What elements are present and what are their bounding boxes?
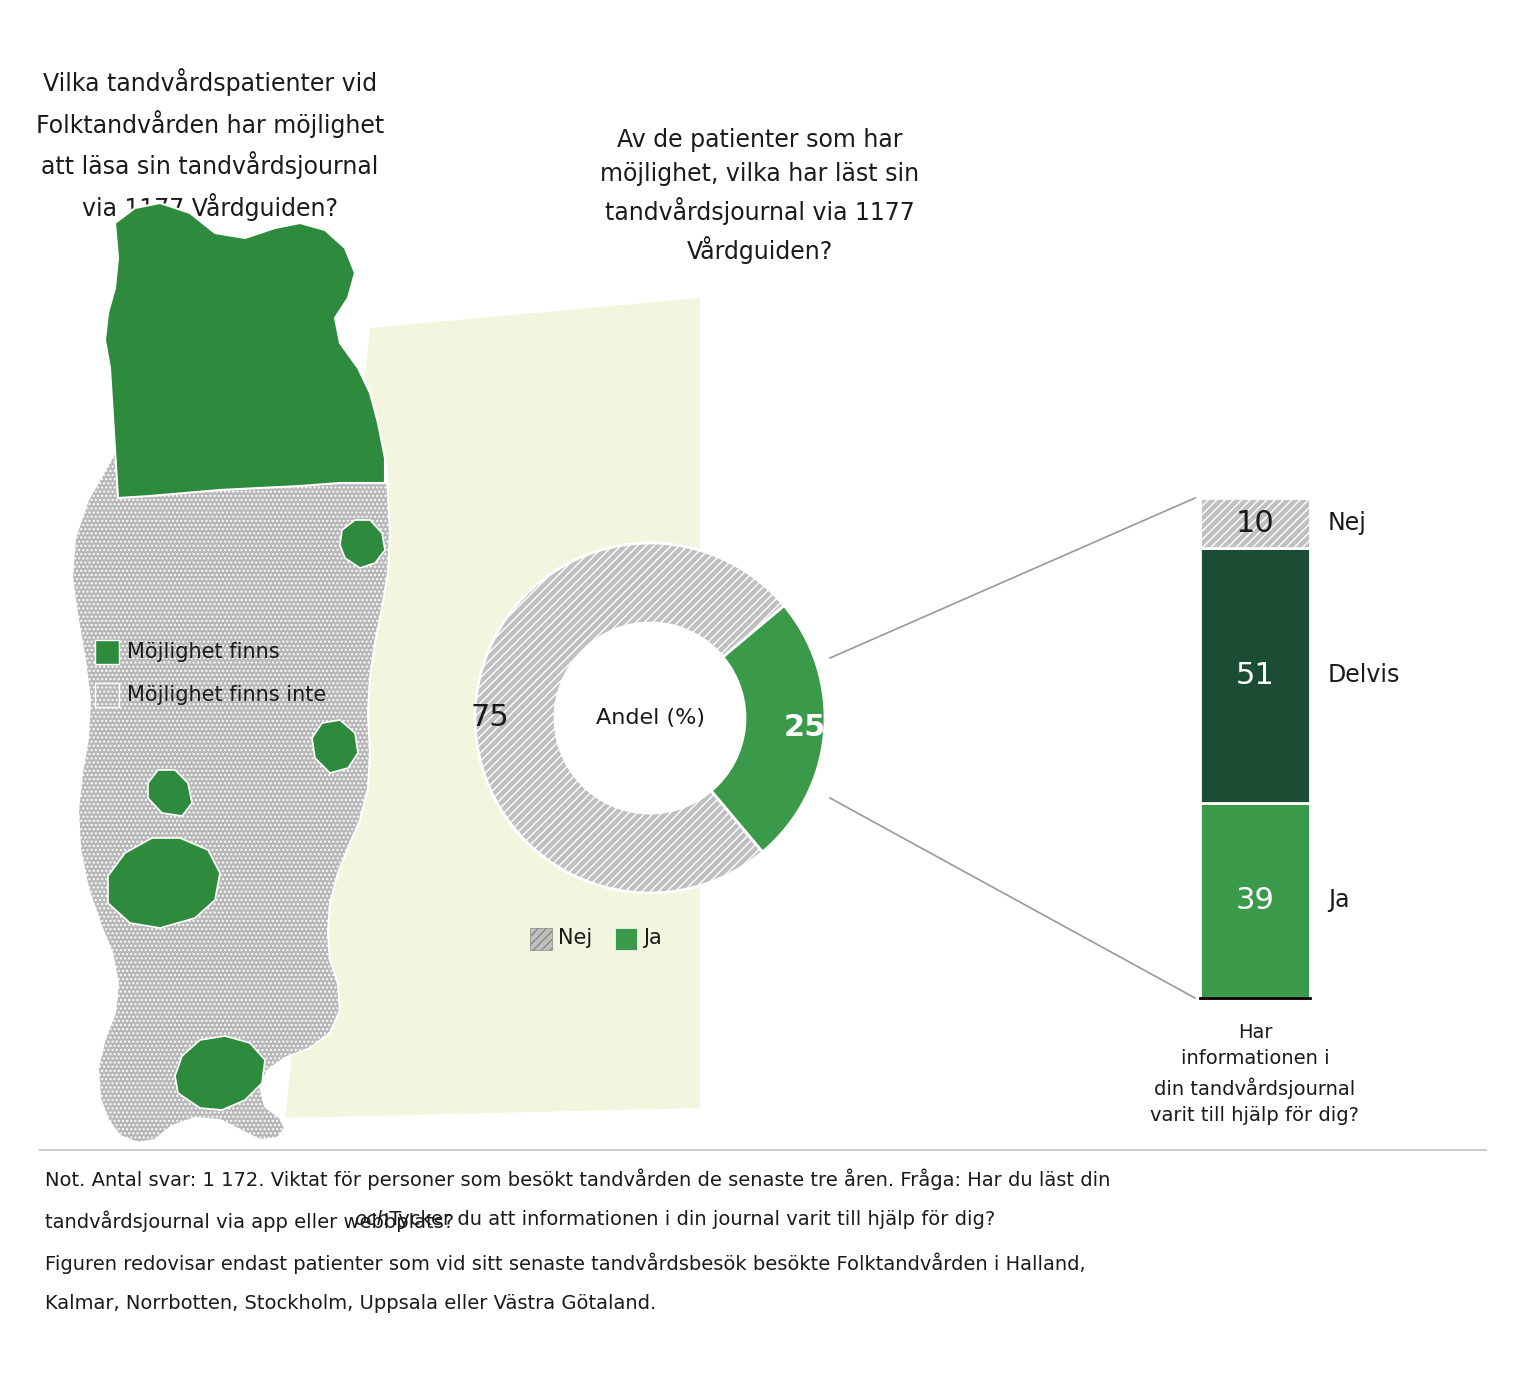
FancyBboxPatch shape [95,683,119,707]
Polygon shape [175,1036,266,1111]
Circle shape [555,623,745,813]
FancyBboxPatch shape [95,639,119,664]
FancyBboxPatch shape [615,927,636,949]
Wedge shape [475,543,784,893]
Text: Möjlighet finns inte: Möjlighet finns inte [127,685,327,706]
Text: Nej: Nej [1328,511,1367,535]
Text: Av de patienter som har
möjlighet, vilka har läst sin
tandvårdsjournal via 1177
: Av de patienter som har möjlighet, vilka… [600,128,920,265]
FancyBboxPatch shape [1199,803,1309,998]
FancyBboxPatch shape [530,927,552,949]
Text: Kalmar, Norrbotten, Stockholm, Uppsala eller Västra Götaland.: Kalmar, Norrbotten, Stockholm, Uppsala e… [44,1294,656,1313]
Polygon shape [340,520,385,568]
Text: 25: 25 [784,714,826,743]
Text: Vilka tandvårdspatienter vid
Folktandvården har möjlighet
att läsa sin tandvårds: Vilka tandvårdspatienter vid Folktandvår… [37,68,385,220]
Polygon shape [285,298,700,1118]
Text: Möjlighet finns: Möjlighet finns [127,642,279,661]
Text: Ja: Ja [642,927,662,948]
Text: Figuren redovisar endast patienter som vid sitt senaste tandvårdsbesök besökte F: Figuren redovisar endast patienter som v… [44,1253,1085,1273]
Wedge shape [711,605,826,852]
Text: Delvis: Delvis [1328,663,1401,688]
Text: 39: 39 [1236,886,1274,915]
FancyBboxPatch shape [1199,497,1309,548]
Polygon shape [105,203,385,497]
Text: ​ Tycker du att informationen i din journal varit till hjälp för dig?: ​ Tycker du att informationen i din jour… [383,1210,995,1229]
Text: Andel (%): Andel (%) [595,708,705,728]
Polygon shape [72,203,391,1142]
Polygon shape [108,838,220,927]
Text: 75: 75 [470,704,510,733]
Text: 10: 10 [1236,508,1274,537]
Text: och: och [354,1210,389,1229]
Text: tandvårdsjournal via app eller webbplats? ​: tandvårdsjournal via app eller webbplats… [44,1210,461,1232]
Polygon shape [311,719,359,773]
FancyBboxPatch shape [1199,548,1309,803]
Text: Not. Antal svar: 1 172. Viktat för personer som besökt tandvården de senaste tre: Not. Antal svar: 1 172. Viktat för perso… [44,1169,1111,1189]
Text: Nej: Nej [559,927,592,948]
Text: 51: 51 [1236,661,1274,690]
Text: Har
informationen i
din tandvårdsjournal
varit till hjälp för dig?: Har informationen i din tandvårdsjournal… [1151,1022,1360,1126]
Polygon shape [148,770,192,816]
Text: Ja: Ja [1328,889,1349,912]
